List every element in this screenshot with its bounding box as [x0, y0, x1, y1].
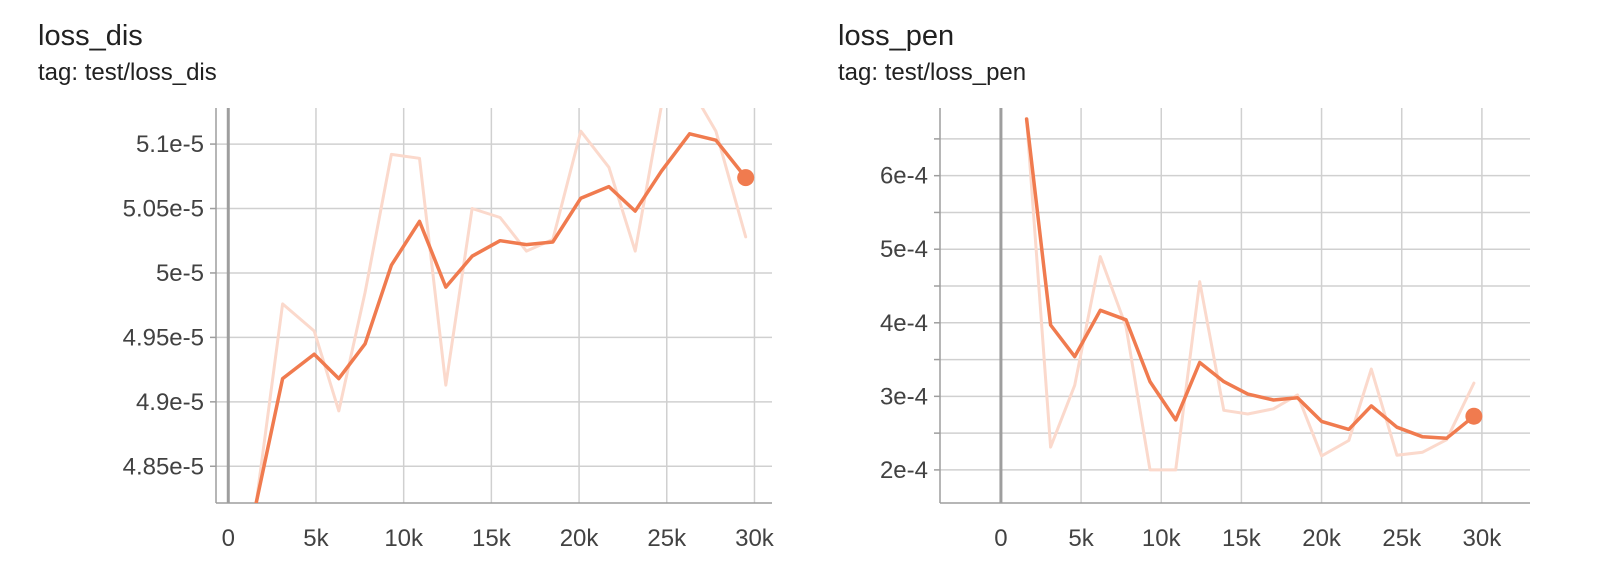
- y-tick-label: 4.9e-5: [136, 389, 204, 416]
- chart-tag: tag: test/loss_dis: [38, 59, 217, 86]
- x-tick-label: 0: [994, 525, 1007, 552]
- chart-card-loss-pen: loss_pen tag: test/loss_pen 0 5k 10k 15k 20k…: [800, 0, 1618, 582]
- y-tick-label: 5e-5: [156, 260, 204, 287]
- x-tick-label: 5k: [1068, 525, 1094, 552]
- raw-series-line: [1025, 117, 1476, 472]
- smoothed-series-line: [1024, 117, 1476, 441]
- chart-card-loss-dis: loss_dis tag: test/loss_dis 0 5k 10k 15k 20k…: [0, 0, 800, 582]
- y-tick-label: 2e-4: [880, 457, 928, 484]
- x-tick-label: 25k: [647, 525, 687, 552]
- x-tick-label: 20k: [1302, 525, 1342, 552]
- chart-title: loss_dis: [38, 20, 143, 52]
- y-tick-label: 5.05e-5: [123, 196, 204, 223]
- last-value-marker: [737, 169, 755, 187]
- y-tick-label: 4e-4: [880, 310, 928, 337]
- y-tick-label: 6e-4: [880, 163, 928, 190]
- x-tick-label: 25k: [1382, 525, 1422, 552]
- last-value-marker: [1465, 407, 1483, 425]
- x-tick-label: 5k: [303, 525, 329, 552]
- chart-tag: tag: test/loss_pen: [838, 59, 1027, 86]
- y-tick-label: 3e-4: [880, 383, 928, 410]
- y-tick-label: 4.95e-5: [123, 324, 204, 351]
- y-tick-label: 5.1e-5: [136, 131, 204, 158]
- y-tick-label: 5e-4: [880, 236, 928, 263]
- loss-dis-plot: 0 5k 10k 15k 20k 25k 30k 4.85e-5 4.9e-5 4.95e-5 5e…: [123, 108, 775, 552]
- x-tick-label: 30k: [1463, 525, 1503, 552]
- x-tick-label: 0: [222, 525, 235, 552]
- x-tick-label: 15k: [1222, 525, 1262, 552]
- y-tick-label: 4.85e-5: [123, 453, 204, 480]
- x-tick-label: 30k: [735, 525, 775, 552]
- x-tick-label: 10k: [384, 525, 424, 552]
- chart-title: loss_pen: [838, 20, 955, 52]
- x-tick-label: 10k: [1142, 525, 1182, 552]
- x-tick-label: 15k: [472, 525, 512, 552]
- raw-series-line: [254, 108, 748, 503]
- x-tick-label: 20k: [560, 525, 600, 552]
- loss-pen-plot: 0 5k 10k 15k 20k 25k 30k 2e-4 3e-4 4e-4 5e-4 6e-4: [880, 108, 1530, 552]
- smoothed-series-line: [254, 132, 748, 503]
